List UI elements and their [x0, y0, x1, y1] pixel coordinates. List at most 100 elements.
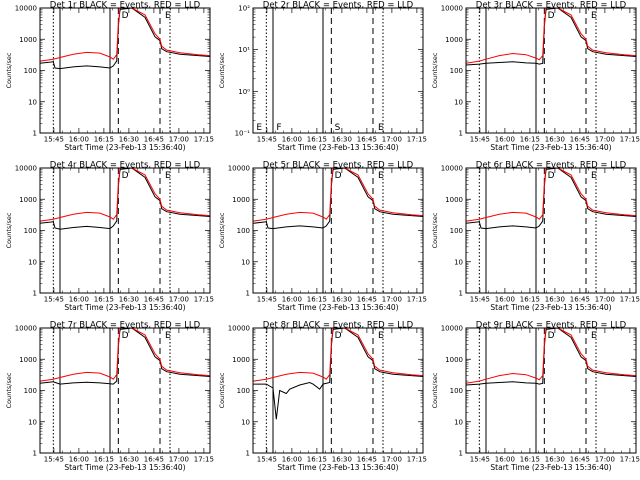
- x-tick-label: 17:15: [407, 296, 427, 304]
- panel-2: Det 2r BLACK = Events, RED = LLD Counts/s…: [218, 1, 427, 153]
- annotation-label: E: [378, 171, 384, 181]
- annotation-label: E: [165, 11, 171, 21]
- annotation-label: E: [256, 123, 262, 133]
- x-tick-label: 16:45: [357, 296, 377, 304]
- x-tick-label: 16:30: [545, 296, 565, 304]
- x-axis-label: Start Time (23-Feb-13 15:36:40): [490, 143, 611, 152]
- x-tick-label: 16:15: [94, 296, 114, 304]
- y-tick-label: 10000: [228, 165, 250, 173]
- y-tick-label: 1000: [232, 196, 250, 204]
- annotation-label: D: [548, 171, 555, 181]
- x-tick-label: 16:45: [357, 456, 377, 464]
- x-tick-label: 16:00: [69, 296, 89, 304]
- annotation-label: D: [122, 331, 129, 341]
- x-tick-label: 17:15: [194, 136, 214, 144]
- series-lld: [466, 168, 636, 222]
- y-axis-label: Counts/sec: [5, 52, 13, 88]
- x-tick-label: 16:15: [520, 456, 540, 464]
- x-tick-label: 16:15: [94, 136, 114, 144]
- y-tick-label: 1000: [19, 36, 37, 44]
- x-tick-label: 17:00: [382, 136, 402, 144]
- annotation-label: E: [591, 11, 597, 21]
- x-tick-label: 17:00: [382, 296, 402, 304]
- x-axis-label: Start Time (23-Feb-13 15:36:40): [64, 463, 185, 472]
- x-tick-label: 16:30: [332, 456, 352, 464]
- series-lld: [466, 8, 636, 64]
- x-tick-label: 17:15: [620, 136, 640, 144]
- y-tick-label: 1000: [232, 356, 250, 364]
- panel-title: Det 2r BLACK = Events, RED = LLD: [263, 1, 414, 11]
- y-tick-label: 100: [237, 227, 250, 235]
- x-tick-label: 16:15: [307, 456, 327, 464]
- annotation-label: E: [378, 331, 384, 341]
- y-tick-label: 10²: [238, 5, 250, 13]
- y-tick-label: 10: [28, 258, 37, 266]
- panel-title: Det 4r BLACK = Events, RED = LLD: [50, 161, 201, 171]
- y-axis-label: Counts/sec: [218, 52, 226, 88]
- plot-frame: [252, 327, 424, 454]
- y-tick-label: 10⁻¹: [235, 130, 251, 138]
- x-tick-label: 16:00: [282, 296, 302, 304]
- x-tick-label: 15:45: [470, 296, 490, 304]
- x-tick-label: 15:45: [257, 456, 277, 464]
- panel-7: Det 7r BLACK = Events, RED = LLD Counts/s…: [5, 321, 214, 473]
- plot-frame: [39, 7, 211, 134]
- y-tick-label: 10: [241, 418, 250, 426]
- panel-5: Det 5r BLACK = Events, RED = LLD Counts/s…: [218, 161, 427, 313]
- panel-9: Det 9r BLACK = Events, RED = LLD Counts/s…: [431, 321, 640, 473]
- x-tick-label: 15:45: [44, 136, 64, 144]
- y-tick-label: 100: [450, 387, 463, 395]
- panel-title: Det 6r BLACK = Events, RED = LLD: [476, 161, 627, 171]
- y-tick-label: 1000: [445, 356, 463, 364]
- x-tick-label: 16:15: [94, 456, 114, 464]
- panel-1: Det 1r BLACK = Events, RED = LLD Counts/s…: [5, 1, 214, 153]
- annotation-label: D: [335, 171, 342, 181]
- y-axis-label: Counts/sec: [431, 372, 439, 408]
- y-tick-label: 1: [459, 450, 463, 458]
- panel-title: Det 5r BLACK = Events, RED = LLD: [263, 161, 414, 171]
- y-tick-label: 10000: [228, 325, 250, 333]
- y-tick-label: 100: [450, 67, 463, 75]
- x-tick-label: 16:30: [545, 136, 565, 144]
- x-tick-label: 16:30: [545, 456, 565, 464]
- y-tick-label: 1: [246, 290, 250, 298]
- x-tick-label: 15:45: [44, 456, 64, 464]
- x-tick-label: 15:45: [257, 136, 277, 144]
- y-tick-label: 1000: [445, 36, 463, 44]
- x-tick-label: 17:00: [595, 296, 615, 304]
- panel-8: Det 8r BLACK = Events, RED = LLD Counts/s…: [218, 321, 427, 473]
- y-tick-label: 1: [459, 290, 463, 298]
- x-tick-label: 17:00: [169, 456, 189, 464]
- y-tick-label: 1000: [19, 356, 37, 364]
- y-tick-label: 10: [241, 258, 250, 266]
- x-tick-label: 16:30: [119, 296, 139, 304]
- x-tick-label: 17:00: [169, 136, 189, 144]
- y-tick-label: 100: [450, 227, 463, 235]
- y-tick-label: 100: [24, 387, 37, 395]
- annotation-label: F: [276, 123, 281, 133]
- y-tick-label: 10: [454, 98, 463, 106]
- x-tick-label: 16:45: [144, 456, 164, 464]
- panel-3: Det 3r BLACK = Events, RED = LLD Counts/s…: [431, 1, 640, 153]
- y-tick-label: 10000: [441, 165, 463, 173]
- y-axis-label: Counts/sec: [5, 212, 13, 248]
- annotation-label: E: [378, 123, 384, 133]
- x-tick-label: 16:15: [307, 296, 327, 304]
- x-tick-label: 16:15: [520, 296, 540, 304]
- x-axis-label: Start Time (23-Feb-13 15:36:40): [490, 463, 611, 472]
- annotation-label: D: [548, 11, 555, 21]
- plot-frame: [39, 327, 211, 454]
- y-axis-label: Counts/sec: [431, 52, 439, 88]
- x-axis-label: Start Time (23-Feb-13 15:36:40): [277, 143, 398, 152]
- y-tick-label: 100: [24, 227, 37, 235]
- x-tick-label: 15:45: [257, 296, 277, 304]
- plot-frame: [39, 167, 211, 294]
- x-tick-label: 17:00: [382, 456, 402, 464]
- y-tick-label: 100: [237, 387, 250, 395]
- y-tick-label: 10¹: [238, 46, 250, 54]
- series-lld: [253, 328, 423, 382]
- y-tick-label: 10: [28, 98, 37, 106]
- x-tick-label: 16:45: [570, 136, 590, 144]
- x-tick-label: 16:45: [570, 296, 590, 304]
